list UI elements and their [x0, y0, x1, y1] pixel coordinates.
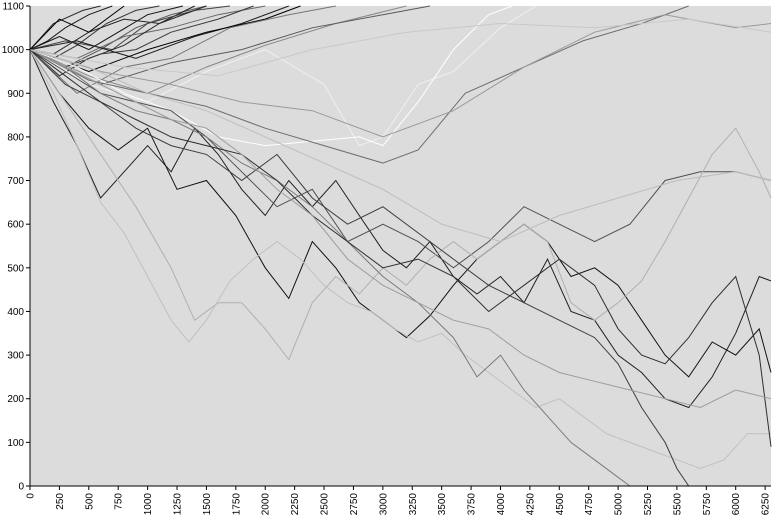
x-tick-label: 2500 [320, 493, 331, 516]
series-line-1 [29, 5, 113, 51]
y-tick-label: 700 [7, 176, 24, 187]
x-tick-label: 3750 [467, 493, 478, 516]
x-axis-ticks: 0 250 500 750 1000 1250 1500 1750 2000 2250 2500 27… [26, 486, 772, 515]
x-tick-label: 6250 [761, 493, 772, 516]
x-tick-label: 4500 [555, 493, 566, 516]
series-line-23 [29, 49, 772, 378]
x-tick-label: 3250 [408, 493, 419, 516]
x-tick-label: 500 [84, 493, 95, 510]
series-line-14 [29, 5, 336, 94]
series-line-26 [29, 49, 771, 470]
series-line-30 [29, 49, 772, 409]
x-tick-label: 4000 [496, 493, 507, 516]
series-group [29, 5, 772, 487]
series-line-18 [29, 5, 513, 147]
x-tick-label: 5000 [614, 493, 625, 516]
series-line-12 [29, 5, 289, 59]
series-line-31 [29, 49, 772, 243]
series-line-28 [29, 49, 631, 487]
x-tick-label: 750 [114, 493, 125, 510]
series-line-10 [29, 5, 207, 77]
series-line-20 [29, 14, 772, 138]
x-tick-label: 5750 [702, 493, 713, 516]
series-line-21 [29, 18, 772, 77]
series-line-27 [29, 49, 690, 487]
x-tick-label: 1750 [231, 493, 242, 516]
series-line-22 [29, 49, 772, 409]
x-tick-label: 1250 [173, 493, 184, 516]
series-line-29 [29, 49, 772, 447]
y-tick-label: 0 [18, 482, 24, 493]
y-axis-ticks: 0 100 200 300 400 500 600 700 800 900 1000 1100 [2, 2, 30, 493]
x-tick-label: 5500 [672, 493, 683, 516]
x-tick-label: 4250 [525, 493, 536, 516]
series-line-24 [29, 49, 772, 269]
plot-area [30, 6, 771, 486]
x-tick-label: 3500 [437, 493, 448, 516]
x-tick-label: 2000 [261, 493, 272, 516]
y-tick-label: 400 [7, 307, 24, 318]
series-line-25 [29, 49, 772, 361]
x-tick-label: 3000 [378, 493, 389, 516]
x-tick-label: 6000 [731, 493, 742, 516]
y-tick-label: 900 [7, 89, 24, 100]
y-tick-label: 100 [7, 438, 24, 449]
y-tick-label: 1000 [2, 45, 25, 56]
x-tick-label: 4750 [584, 493, 595, 516]
series-line-4 [29, 5, 101, 50]
x-tick-label: 1000 [143, 493, 154, 516]
x-tick-label: 0 [26, 493, 37, 499]
y-tick-label: 800 [7, 132, 24, 143]
x-tick-label: 5250 [643, 493, 654, 516]
series-line-3 [29, 5, 184, 51]
y-tick-label: 500 [7, 263, 24, 274]
series-line-7 [29, 5, 231, 51]
y-tick-label: 300 [7, 351, 24, 362]
series-line-8 [29, 5, 125, 50]
x-tick-label: 1500 [202, 493, 213, 516]
y-tick-label: 600 [7, 220, 24, 231]
x-tick-label: 2250 [290, 493, 301, 516]
x-tick-label: 2750 [349, 493, 360, 516]
series-line-17 [29, 5, 537, 147]
y-tick-label: 200 [7, 394, 24, 405]
x-tick-label: 250 [55, 493, 66, 510]
y-tick-label: 1100 [2, 2, 24, 13]
